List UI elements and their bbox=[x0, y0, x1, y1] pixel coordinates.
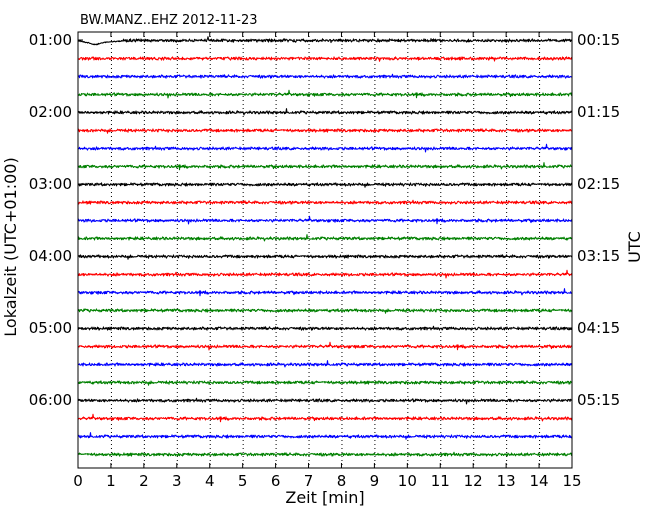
trace-0130 bbox=[77, 143, 573, 153]
y-tick-label-left: 06:00 bbox=[29, 391, 72, 409]
y-tick-label-right: 02:15 bbox=[577, 175, 620, 193]
trace-0430 bbox=[77, 360, 573, 368]
y-tick-label-right: 01:15 bbox=[577, 103, 620, 121]
x-tick-label: 7 bbox=[304, 472, 314, 490]
trace-0530 bbox=[77, 432, 573, 440]
trace-0300 bbox=[77, 254, 573, 260]
trace-0500 bbox=[77, 397, 573, 405]
trace-0115 bbox=[77, 128, 573, 134]
trace-0545 bbox=[77, 451, 573, 457]
x-tick-label: 14 bbox=[530, 472, 549, 490]
y-axis-label-left: Lokalzeit (UTC+01:00) bbox=[1, 157, 20, 336]
trace-0145 bbox=[77, 162, 573, 171]
y-tick-label-left: 05:00 bbox=[29, 319, 72, 337]
y-tick-label-right: 03:15 bbox=[577, 247, 620, 265]
y-tick-label-left: 03:00 bbox=[29, 175, 72, 193]
y-axis-label-right: UTC bbox=[625, 231, 644, 263]
trace-0000 bbox=[77, 36, 573, 46]
x-tick-label: 6 bbox=[271, 472, 281, 490]
y-tick-label-left: 04:00 bbox=[29, 247, 72, 265]
y-tick-label-left: 02:00 bbox=[29, 103, 72, 121]
x-tick-label: 9 bbox=[370, 472, 380, 490]
x-tick-label: 12 bbox=[464, 472, 483, 490]
axis-ticks bbox=[77, 32, 573, 468]
trace-0400 bbox=[77, 325, 573, 331]
x-tick-label: 13 bbox=[497, 472, 516, 490]
x-tick-label: 5 bbox=[238, 472, 248, 490]
x-tick-label: 1 bbox=[106, 472, 116, 490]
x-tick-label: 8 bbox=[337, 472, 347, 490]
trace-0515 bbox=[77, 413, 573, 423]
y-tick-label-left: 01:00 bbox=[29, 31, 72, 49]
x-tick-label: 2 bbox=[139, 472, 149, 490]
y-tick-label-right: 05:15 bbox=[577, 391, 620, 409]
trace-0045 bbox=[77, 89, 573, 99]
x-tick-label: 10 bbox=[398, 472, 417, 490]
trace-0200 bbox=[77, 182, 573, 188]
y-tick-label-right: 04:15 bbox=[577, 319, 620, 337]
vertical-gridlines bbox=[110, 32, 541, 468]
trace-0015 bbox=[77, 56, 573, 62]
x-tick-label: 4 bbox=[205, 472, 215, 490]
x-tick-label: 15 bbox=[562, 472, 581, 490]
trace-0330 bbox=[77, 288, 573, 297]
trace-0315 bbox=[77, 269, 573, 279]
trace-0030 bbox=[77, 73, 573, 79]
seismogram-traces bbox=[77, 36, 573, 457]
x-tick-label: 11 bbox=[431, 472, 450, 490]
x-axis-label: Zeit [min] bbox=[285, 488, 364, 507]
trace-0215 bbox=[77, 199, 573, 205]
trace-0245 bbox=[77, 234, 573, 242]
plot-frame bbox=[77, 31, 573, 469]
x-tick-label: 3 bbox=[172, 472, 182, 490]
trace-0230 bbox=[77, 215, 573, 225]
trace-0415 bbox=[77, 341, 573, 351]
chart-title: BW.MANZ..EHZ 2012-11-23 bbox=[80, 13, 258, 28]
x-tick-label: 0 bbox=[73, 472, 83, 490]
trace-0445 bbox=[77, 380, 573, 386]
trace-0100 bbox=[77, 108, 573, 116]
y-tick-label-right: 00:15 bbox=[577, 31, 620, 49]
trace-0345 bbox=[77, 308, 573, 314]
